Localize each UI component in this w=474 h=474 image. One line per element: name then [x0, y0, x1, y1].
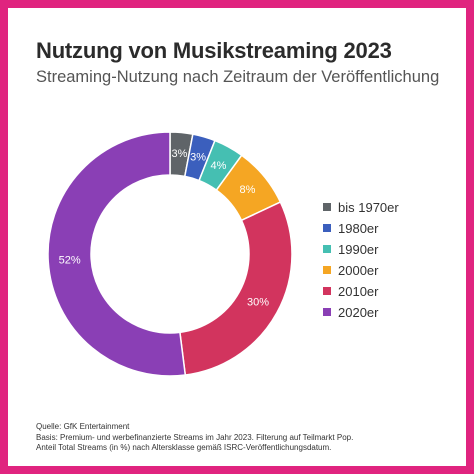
source-line: Anteil Total Streams (in %) nach Altersk… — [36, 443, 332, 452]
legend-item-1980er: 1980er — [323, 218, 399, 238]
legend-swatch — [323, 245, 331, 253]
legend-item-bis-1970er: bis 1970er — [323, 197, 399, 217]
chart-legend: bis 1970er 1980er 1990er 2000er 2010er 2020er — [323, 197, 399, 323]
legend-label: bis 1970er — [338, 199, 399, 215]
donut-labels: 3% 3% 4% 8% 30% 52% — [59, 148, 270, 308]
slice-label-bis-1970er: 3% — [172, 148, 188, 160]
legend-item-2000er: 2000er — [323, 260, 399, 280]
source-line: Basis: Premium- und werbefinanzierte Str… — [36, 432, 354, 442]
legend-label: 2010er — [338, 283, 379, 299]
legend-swatch — [323, 308, 331, 316]
legend-item-1990er: 1990er — [323, 239, 399, 259]
legend-item-2020er: 2020er — [323, 302, 399, 322]
legend-swatch — [323, 287, 331, 295]
slice-label-1980er: 3% — [190, 151, 206, 163]
chart-subtitle: Streaming-Nutzung nach Zeitraum der Verö… — [36, 68, 440, 86]
legend-label: 1980er — [338, 220, 379, 236]
slice-label-2020er: 52% — [59, 254, 81, 266]
source-note: Quelle: GfK Entertainment Basis: Premium… — [36, 422, 353, 454]
chart-title: Nutzung von Musikstreaming 2023 — [36, 38, 392, 63]
donut-slices — [47, 131, 293, 377]
legend-item-2010er: 2010er — [323, 281, 399, 301]
slice-2010er — [179, 201, 293, 376]
slice-label-2010er: 30% — [247, 296, 269, 308]
legend-swatch — [323, 266, 331, 274]
slice-label-2000er: 8% — [239, 184, 255, 196]
legend-swatch — [323, 224, 331, 232]
slice-2020er — [47, 131, 187, 377]
legend-swatch — [323, 203, 331, 211]
legend-label: 2000er — [338, 262, 379, 278]
source-line: Quelle: GfK Entertainment — [36, 422, 130, 431]
slice-label-1990er: 4% — [210, 160, 226, 172]
legend-label: 2020er — [338, 304, 379, 320]
legend-label: 1990er — [338, 241, 379, 257]
donut-chart: 3% 3% 4% 8% 30% 52% — [47, 131, 293, 377]
